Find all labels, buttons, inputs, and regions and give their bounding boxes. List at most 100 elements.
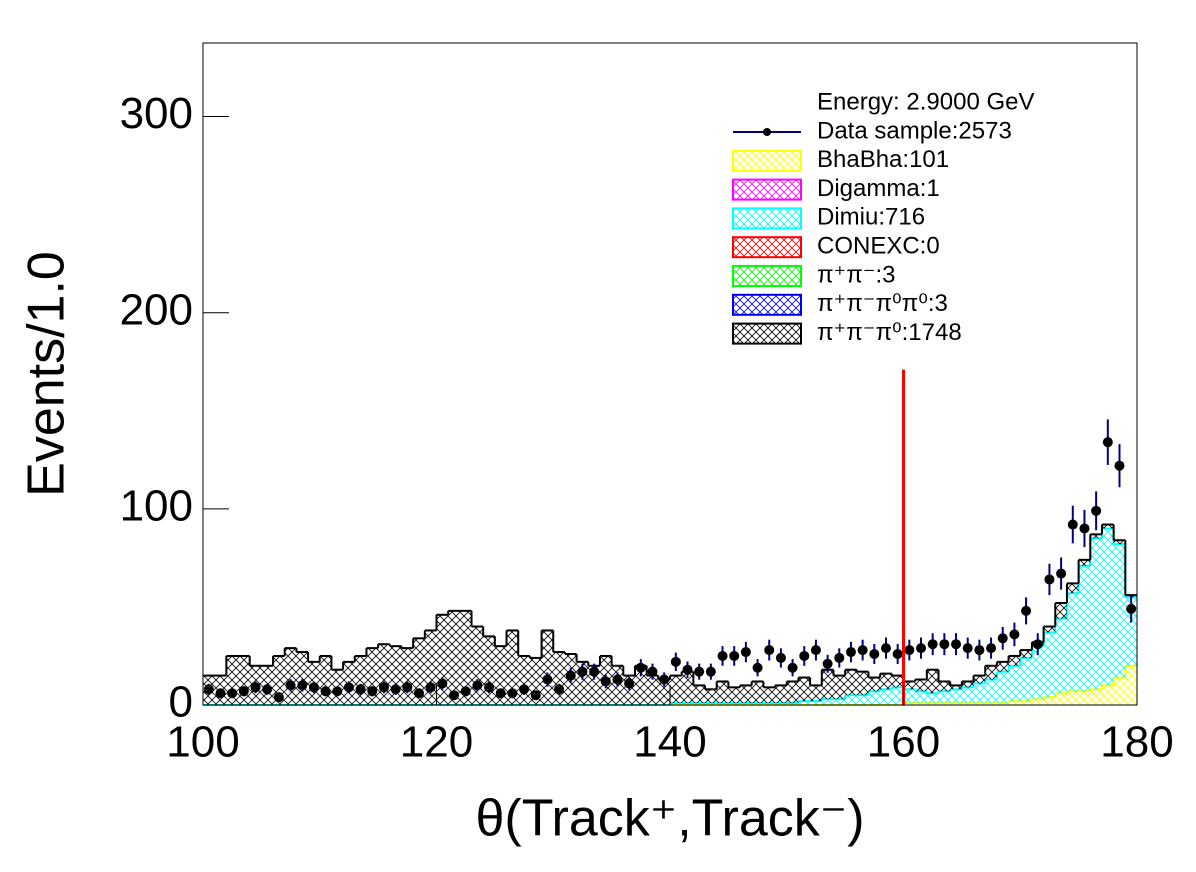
histogram-bin <box>1090 538 1102 690</box>
histogram-bin <box>1020 701 1032 705</box>
histogram-bin <box>868 677 881 692</box>
histogram-bin <box>1066 691 1079 705</box>
histogram-bin <box>1043 697 1056 705</box>
y-tick-label: 200 <box>120 285 193 334</box>
data-point <box>297 680 308 691</box>
data-point <box>869 649 880 660</box>
data-point <box>308 682 319 693</box>
histogram-bin <box>880 689 892 705</box>
histogram-bin <box>775 685 787 704</box>
histogram-bin <box>1043 626 1056 633</box>
data-point <box>1126 603 1137 614</box>
histogram-bin <box>821 669 834 700</box>
data-point <box>402 682 413 693</box>
histogram-bin <box>284 648 297 705</box>
histogram-bin <box>798 701 811 705</box>
data-point <box>262 684 273 695</box>
histogram-bin <box>389 646 402 705</box>
data-point <box>472 680 483 691</box>
data-point <box>951 639 962 650</box>
data-point <box>507 688 518 699</box>
histogram-bin <box>1125 665 1137 705</box>
data-point <box>787 662 798 673</box>
histogram-bin <box>1055 618 1067 694</box>
data-point <box>589 666 600 677</box>
histogram-bin <box>576 661 589 705</box>
legend-swatch <box>732 178 802 201</box>
data-point <box>332 686 343 697</box>
histogram-bin <box>985 665 997 680</box>
data-point <box>343 682 354 693</box>
data-point <box>1067 519 1078 530</box>
data-point <box>775 652 786 663</box>
histogram-bin <box>646 675 659 705</box>
legend-swatch <box>732 265 802 287</box>
histogram-bin <box>938 691 951 704</box>
data-point <box>729 650 740 661</box>
histogram-bin <box>705 689 717 704</box>
histogram-bin <box>903 681 916 690</box>
histogram-bin <box>1031 699 1044 705</box>
histogram-bin <box>926 693 939 704</box>
histogram-bin <box>740 685 752 704</box>
histogram-bin <box>424 630 437 705</box>
data-point <box>250 682 261 693</box>
legend-marker <box>763 128 771 136</box>
data-point <box>845 647 856 658</box>
histogram-bin <box>845 695 857 705</box>
histogram-bin <box>378 644 390 705</box>
histogram-bin <box>1101 524 1114 529</box>
data-point <box>799 650 810 661</box>
histogram-bin <box>541 630 554 705</box>
data-point <box>997 633 1008 644</box>
histogram-bin <box>529 657 542 705</box>
data-point <box>577 666 588 677</box>
data-point <box>1009 629 1020 640</box>
data-point <box>659 674 670 685</box>
histogram-bin <box>483 636 495 705</box>
histogram-bin <box>319 655 332 705</box>
data-point <box>810 645 821 656</box>
legend: Data sample:2573BhaBha:101Digamma:1Dimiu… <box>732 117 1012 346</box>
data-point <box>682 664 693 675</box>
data-point <box>215 688 226 699</box>
data-point <box>227 688 238 699</box>
histogram-bin <box>728 687 741 704</box>
histogram-bin <box>1078 565 1091 692</box>
data-point <box>740 647 751 658</box>
data-point <box>612 674 623 685</box>
data-point <box>238 686 249 697</box>
data-point <box>437 678 448 689</box>
histogram-bin <box>833 675 846 700</box>
histogram-bin <box>880 673 892 690</box>
histogram-bin <box>856 671 869 696</box>
data-point <box>927 639 938 650</box>
data-point <box>484 682 495 693</box>
data-point <box>378 682 389 693</box>
histogram-bin <box>296 652 309 705</box>
histogram-bin <box>961 687 974 704</box>
histogram-bin <box>366 648 379 705</box>
data-point <box>530 690 541 701</box>
data-points <box>203 419 1137 703</box>
histogram-bin <box>1055 693 1067 705</box>
data-point <box>355 684 366 695</box>
histogram-bin <box>506 630 519 705</box>
legend-swatch <box>732 207 802 230</box>
data-point <box>1114 460 1125 471</box>
histogram-bin <box>985 679 997 704</box>
data-point <box>1056 568 1067 579</box>
x-tick-label: 120 <box>400 718 473 767</box>
data-point <box>367 686 378 697</box>
histogram-bin <box>354 655 367 705</box>
histogram-bin <box>1078 559 1091 566</box>
data-point <box>670 656 681 667</box>
histogram-bin <box>1078 691 1091 705</box>
data-point <box>880 643 891 654</box>
histogram-bin <box>623 675 635 705</box>
legend-swatch <box>732 236 802 259</box>
histogram-bin <box>868 691 881 705</box>
data-point <box>285 680 296 691</box>
histogram-bin <box>926 669 939 694</box>
data-point <box>635 662 646 673</box>
